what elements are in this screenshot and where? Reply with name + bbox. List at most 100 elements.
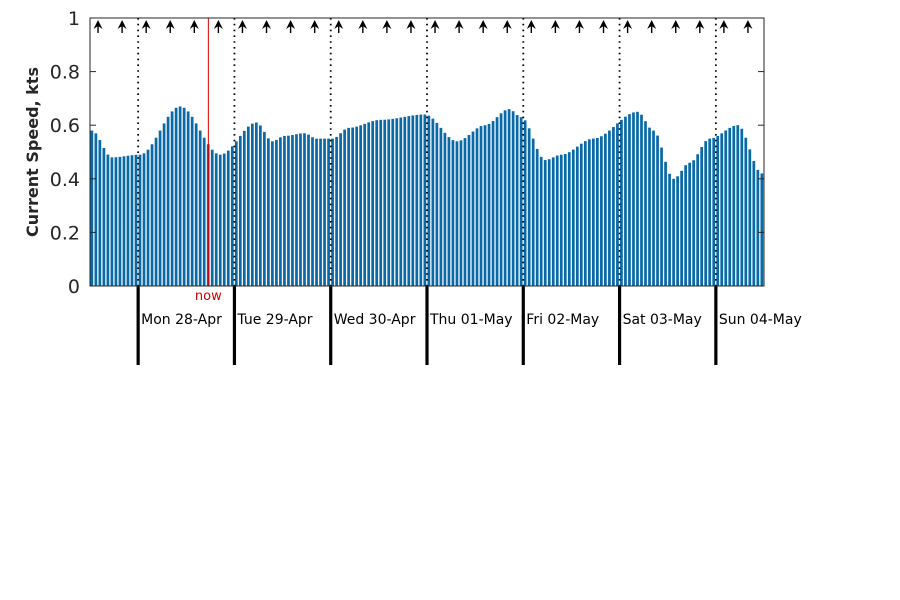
- speed-bar: [527, 128, 531, 286]
- speed-bar: [94, 133, 98, 286]
- speed-bar: [447, 137, 451, 286]
- speed-bar: [579, 143, 583, 286]
- speed-bar: [307, 134, 310, 286]
- speed-bar: [716, 135, 720, 286]
- speed-bar: [676, 176, 679, 286]
- speed-bar: [194, 123, 198, 286]
- speed-bar: [218, 154, 222, 286]
- plot-frame: [89, 17, 765, 287]
- speed-bar: [395, 118, 399, 286]
- speed-bar: [347, 127, 350, 286]
- speed-bar: [704, 141, 708, 286]
- speed-bar: [435, 122, 439, 287]
- speed-bar: [154, 137, 158, 286]
- direction-arrow-icon: [141, 20, 151, 29]
- speed-bar: [459, 140, 463, 286]
- y-axis-label: Current Speed, kts: [23, 67, 42, 237]
- direction-arrow-icon: [237, 20, 247, 29]
- direction-arrows: [93, 20, 753, 33]
- speed-bar: [680, 170, 683, 286]
- speed-bar: [600, 136, 603, 286]
- day-label: Thu 01-May: [429, 312, 513, 328]
- speed-bar: [202, 137, 206, 286]
- speed-bar: [724, 130, 728, 286]
- speed-bar: [567, 152, 571, 286]
- speed-bar: [736, 125, 740, 286]
- speed-bar: [146, 149, 150, 286]
- speed-bar: [563, 153, 567, 286]
- speed-bar: [644, 121, 647, 287]
- speed-bar: [660, 147, 663, 286]
- speed-bar: [303, 133, 306, 286]
- speed-bar: [158, 130, 162, 286]
- speed-bar: [210, 149, 214, 286]
- speed-bar: [254, 122, 258, 287]
- speed-bar: [391, 118, 395, 286]
- speed-bar: [222, 153, 226, 286]
- speed-bar: [535, 148, 539, 286]
- speed-bar: [315, 138, 318, 286]
- speed-bar: [363, 123, 367, 286]
- day-guides: [136, 18, 718, 365]
- speed-bar: [166, 116, 170, 286]
- speed-bar: [539, 156, 543, 286]
- speed-bar: [327, 138, 330, 286]
- y-tick-label: 1: [68, 8, 80, 30]
- speed-bar: [311, 137, 314, 286]
- speed-bar: [246, 126, 250, 286]
- bar-series: [90, 106, 764, 287]
- speed-bar: [371, 121, 375, 286]
- speed-bar: [728, 127, 732, 286]
- speed-bar: [250, 123, 254, 287]
- speed-bar: [575, 146, 579, 286]
- direction-arrow-icon: [189, 20, 199, 29]
- direction-arrow-icon: [165, 20, 175, 29]
- direction-arrow-icon: [478, 20, 488, 29]
- y-axis: 0 0.2 0.4 0.6 0.8 1: [50, 8, 764, 298]
- speed-bar: [198, 130, 202, 286]
- day-label: Sat 03-May: [623, 312, 702, 328]
- speed-bar: [411, 115, 415, 287]
- speed-bar: [234, 141, 238, 286]
- speed-bar: [571, 149, 575, 286]
- speed-bar: [291, 134, 294, 286]
- speed-bar: [339, 133, 342, 286]
- now-label: now: [195, 289, 222, 304]
- speed-bar: [632, 112, 635, 286]
- speed-bar: [226, 150, 230, 286]
- speed-bar: [712, 137, 716, 286]
- speed-bar: [756, 169, 760, 286]
- speed-bar: [355, 126, 359, 287]
- speed-bar: [118, 156, 122, 286]
- speed-bar: [126, 155, 130, 286]
- speed-bar: [519, 117, 523, 286]
- speed-bar: [543, 160, 547, 286]
- speed-bar: [142, 153, 146, 286]
- direction-arrow-icon: [671, 20, 681, 29]
- speed-bar: [279, 137, 282, 286]
- speed-bar: [90, 130, 94, 286]
- speed-bar: [708, 138, 712, 286]
- speed-bar: [559, 154, 563, 286]
- speed-bar: [242, 130, 246, 286]
- speed-bar: [387, 119, 391, 287]
- speed-bar: [379, 119, 383, 286]
- speed-bar: [238, 135, 242, 286]
- speed-bar: [150, 144, 154, 286]
- speed-bar: [106, 154, 110, 286]
- speed-bar: [331, 138, 334, 286]
- direction-arrow-icon: [502, 20, 512, 29]
- speed-bar: [547, 159, 551, 286]
- speed-bar: [612, 127, 615, 287]
- speed-bar: [495, 117, 499, 286]
- speed-bar: [451, 140, 455, 286]
- speed-bar: [134, 154, 138, 286]
- speed-bar: [367, 122, 371, 286]
- direction-arrow-icon: [430, 20, 440, 29]
- speed-bar: [98, 139, 102, 286]
- speed-bar: [507, 109, 511, 287]
- speed-bar: [455, 141, 459, 286]
- y-tick-label: 0.4: [50, 169, 80, 191]
- speed-bar: [351, 127, 354, 286]
- day-label: Sun 04-May: [719, 312, 802, 328]
